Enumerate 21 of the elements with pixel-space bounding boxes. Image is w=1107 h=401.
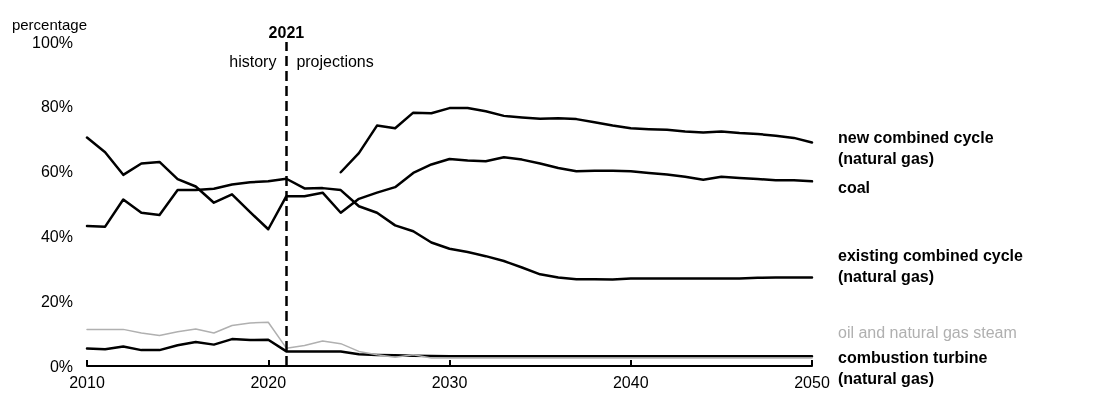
- x-tick-label: 2050: [794, 373, 830, 391]
- y-axis-title: percentage: [11, 16, 87, 33]
- ref-line-label: 2021: [268, 23, 305, 41]
- y-tick-label: 60%: [40, 163, 73, 181]
- line-series: [339, 106, 814, 174]
- y-tick-label: 20%: [40, 292, 73, 310]
- x-tick-label: 2040: [612, 373, 649, 391]
- y-tick-label: 40%: [40, 227, 73, 245]
- series-label: new combined cycle (natural gas): [838, 129, 999, 168]
- y-tick-label: 0%: [49, 357, 73, 375]
- x-tick-label: 2020: [250, 373, 287, 391]
- annotation: history: [229, 52, 277, 70]
- series-label: existing combined cycle (natural gas): [838, 246, 1028, 285]
- y-tick-label: 100%: [32, 33, 73, 51]
- x-tick-label: 2030: [431, 373, 468, 391]
- series-label: oil and natural gas steam: [838, 324, 1017, 342]
- series-label: combustion turbine (natural gas): [838, 349, 992, 388]
- series-label: coal: [838, 178, 871, 196]
- y-tick-label: 80%: [40, 98, 73, 116]
- x-tick-label: 2010: [69, 373, 105, 391]
- annotation: projections: [296, 52, 374, 70]
